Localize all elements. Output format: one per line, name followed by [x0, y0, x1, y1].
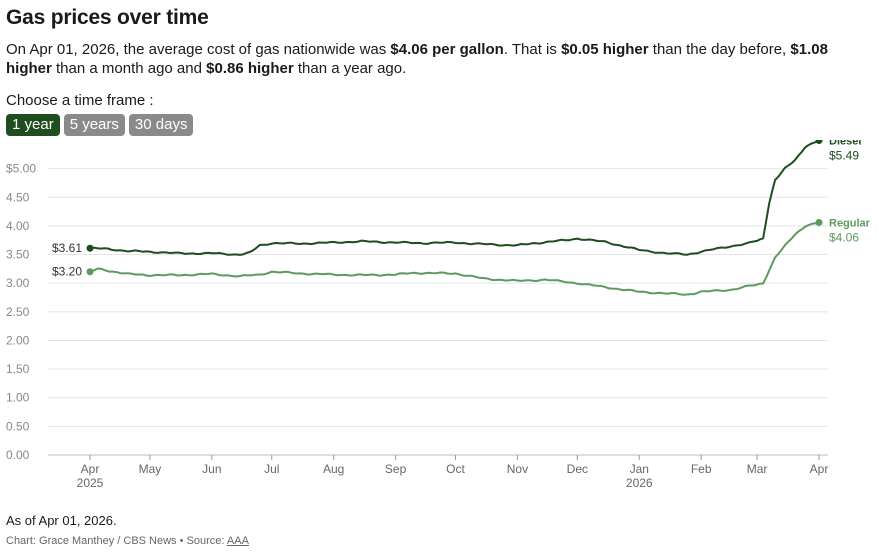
x-tick-label: Mar	[747, 462, 768, 476]
y-tick-label: 4.00	[6, 219, 30, 233]
x-tick-label: Dec	[567, 462, 588, 476]
y-tick-label: 2.50	[6, 305, 30, 319]
timeframe-label: Choose a time frame :	[6, 92, 154, 109]
diesel-start-label: $3.61	[52, 241, 82, 255]
regular-end-label: $4.06	[829, 230, 859, 244]
y-tick-label: 1.50	[6, 362, 30, 376]
y-tick-label: 1.00	[6, 391, 30, 405]
page-title: Gas prices over time	[6, 6, 209, 29]
x-tick-label: Oct	[446, 462, 465, 476]
timeframe-30-days-button[interactable]: 30 days	[128, 114, 194, 136]
summary-part: than the day before,	[648, 41, 791, 58]
regular-line	[89, 221, 820, 296]
diesel-series-label: Diesel	[829, 140, 861, 148]
diesel-end-point	[815, 140, 823, 145]
regular-start-label: $3.20	[52, 265, 82, 279]
y-tick-label: $5.00	[6, 162, 36, 176]
summary-part: than a month ago and	[51, 60, 207, 77]
regular-series-label: Regular	[829, 217, 871, 229]
x-tick-year-label: 2026	[626, 476, 653, 490]
y-tick-label: 3.50	[6, 248, 30, 262]
summary-month-change: $1.08 higher	[6, 41, 828, 77]
summary-day-change: $0.05 higher	[561, 41, 649, 58]
x-tick-label: Feb	[691, 462, 712, 476]
x-tick-label: Jul	[264, 462, 279, 476]
y-tick-label: 4.50	[6, 190, 30, 204]
x-tick-label: Apr	[810, 462, 829, 476]
y-tick-label: 0.00	[6, 448, 30, 462]
chart-credit: Chart: Grace Manthey / CBS News • Source…	[6, 535, 249, 547]
timeframe-5-years-button[interactable]: 5 years	[63, 114, 125, 136]
x-tick-label: Aug	[323, 462, 344, 476]
timeframe-selector: 1 year 5 years 30 days	[6, 114, 194, 136]
x-tick-label: Nov	[507, 462, 528, 476]
x-tick-label: Apr	[81, 462, 100, 476]
regular-start-point	[86, 268, 94, 276]
summary-current-price: $4.06 per gallon	[390, 41, 504, 58]
gas-price-chart: 0.00 0.50 1.00 1.50 2.00 2.50 3.00 3.50 4.00 4.50…	[6, 140, 871, 490]
x-tick-label: Jan	[630, 462, 649, 476]
diesel-start-point	[86, 244, 94, 252]
regular-end-point	[815, 218, 823, 226]
y-tick-label: 2.00	[6, 333, 30, 347]
summary-part: On Apr 01, 2026, the average cost of gas…	[6, 41, 391, 58]
x-tick-year-label: 2025	[77, 476, 104, 490]
diesel-line	[89, 140, 820, 256]
y-tick-label: 3.00	[6, 276, 30, 290]
x-tick-label: Sep	[385, 462, 407, 476]
source-link[interactable]: AAA	[226, 535, 249, 547]
diesel-end-label: $5.49	[829, 149, 859, 163]
summary-part: . That is	[503, 41, 562, 58]
timeframe-1-year-button[interactable]: 1 year	[6, 114, 60, 136]
summary-year-change: $0.86 higher	[206, 60, 294, 77]
x-tick-label: May	[139, 462, 162, 476]
summary-text: On Apr 01, 2026, the average cost of gas…	[6, 40, 866, 78]
as-of-date: As of Apr 01, 2026.	[6, 513, 117, 528]
summary-part: than a year ago.	[293, 60, 407, 77]
x-tick-label: Jun	[202, 462, 221, 476]
credit-text: Chart: Grace Manthey / CBS News • Source…	[6, 535, 227, 547]
y-tick-label: 0.50	[6, 419, 30, 433]
